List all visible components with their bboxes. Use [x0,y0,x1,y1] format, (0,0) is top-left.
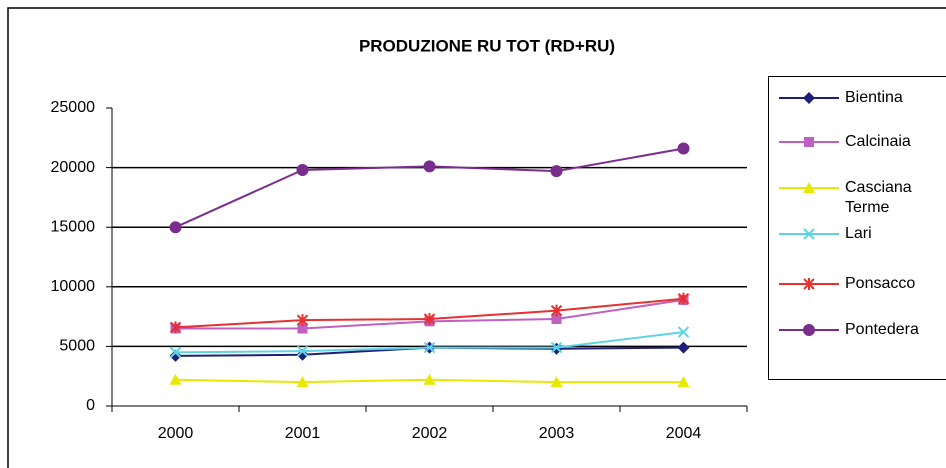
marker [169,373,182,385]
legend-swatch [779,92,839,104]
marker [423,341,436,354]
marker [677,341,690,354]
y-tick-label: 10000 [51,278,96,295]
legend-label: Calcinaia [845,133,911,150]
legend-label: Lari [845,225,872,242]
marker [803,278,815,290]
marker [803,324,815,336]
marker [677,376,690,388]
y-tick-label: 25000 [51,99,96,116]
chart-title: PRODUZIONE RU TOT (RD+RU) [359,36,615,55]
marker [296,163,309,176]
legend-label: Pontedera [845,321,919,338]
x-tick-label: 2002 [412,425,448,442]
legend-swatch [779,324,839,336]
marker [296,314,309,327]
legend-swatch [779,137,839,147]
y-tick-label: 20000 [51,159,96,176]
marker [803,228,815,240]
y-tick-label: 5000 [59,338,95,355]
marker [423,373,436,385]
marker [169,346,182,359]
marker [169,221,182,234]
legend-swatch [779,228,839,240]
x-tick-label: 2000 [158,425,194,442]
marker [677,292,690,305]
legend-swatch [779,182,839,193]
legend-label: Ponsacco [845,275,916,292]
marker [423,160,436,173]
marker [803,182,815,193]
marker [550,165,563,178]
marker [296,345,309,357]
marker [550,376,563,388]
marker [677,142,690,155]
legend: Bientina Calcinaia Casciana Terme Lari Ponsa… [768,76,946,380]
series-line [175,147,684,229]
marker [550,304,563,317]
marker [297,323,308,334]
y-tick-label: 15000 [51,218,96,235]
marker [550,341,563,354]
chart-border [7,7,946,468]
marker [804,137,814,147]
marker [423,312,436,325]
x-tick-label: 2004 [666,425,702,442]
x-tick-label: 2003 [539,425,575,442]
marker [169,321,182,334]
legend-swatch [779,278,839,290]
y-tick-label: 0 [86,397,95,414]
legend-label: Casciana Terme [845,179,912,216]
x-tick-label: 2001 [285,425,321,442]
marker [677,326,690,338]
marker [803,92,815,104]
marker [296,376,309,388]
marker [551,313,562,324]
legend-label: Bientina [845,89,903,106]
